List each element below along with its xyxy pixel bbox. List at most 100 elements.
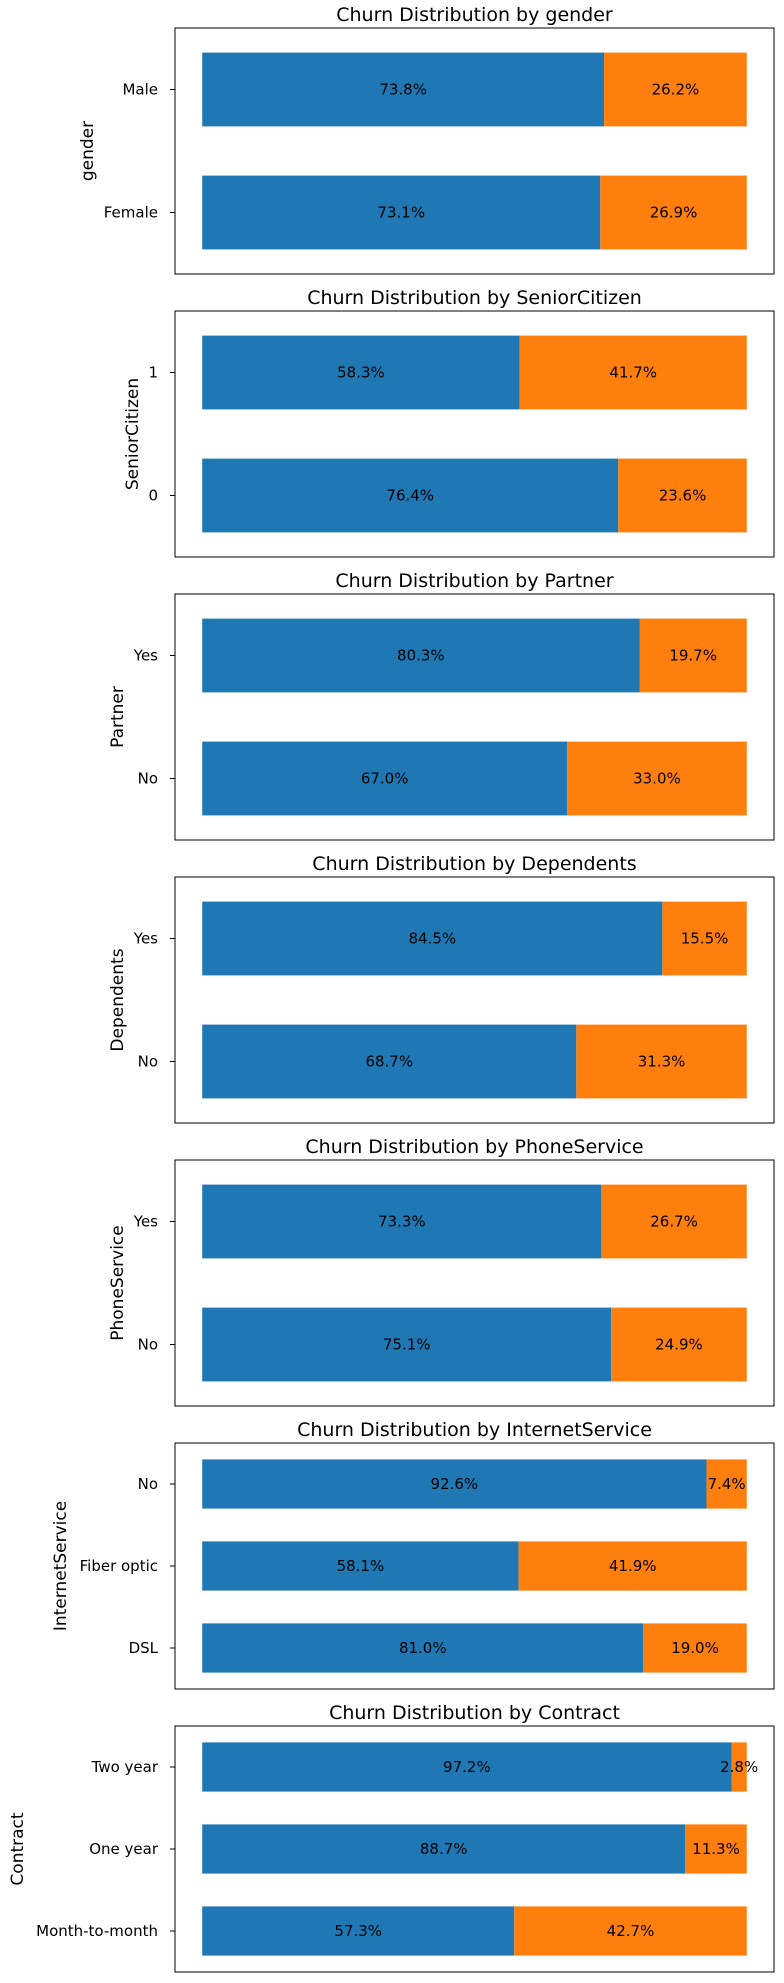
bar-dependents-retained-0 (202, 1024, 577, 1099)
bar-contract-retained-2 (202, 1742, 732, 1792)
bar-gender-churned-0 (600, 175, 747, 250)
chart-title-contract: Churn Distribution by Contract (329, 1702, 620, 1724)
chart-contract: 57.3% 42.7% Month-to-month 88.7% 11.3% One ye… (8, 1702, 775, 1973)
data-label-gender-retained-0: 73.1% (377, 204, 425, 222)
bar-internet-service-churned-0 (643, 1623, 747, 1673)
y-tick-label-gender-0: Female (104, 204, 158, 222)
chart-senior-citizen: 76.4% 23.6% 0 58.3% 41.7% 1 Churn Distribution… (123, 287, 775, 558)
axes-frame-contract (174, 1725, 775, 1973)
bar-senior-citizen-churned-1 (519, 335, 747, 410)
data-label-contract-churned-1: 11.3% (692, 1840, 740, 1858)
y-axis-label-senior-citizen: SeniorCitizen (123, 378, 143, 490)
y-tick-label-partner-1: Yes (133, 647, 158, 665)
axes-frame-senior-citizen (174, 310, 775, 558)
chart-title-dependents: Churn Distribution by Dependents (312, 853, 636, 875)
data-label-dependents-retained-1: 84.5% (408, 930, 456, 948)
data-label-contract-churned-2: 2.8% (720, 1758, 758, 1776)
bar-senior-citizen-retained-0 (202, 458, 619, 533)
axes-frame-dependents (174, 876, 775, 1124)
bar-contract-churned-2 (731, 1742, 747, 1792)
bar-dependents-churned-0 (576, 1024, 747, 1099)
y-tick-label-senior-citizen-1: 1 (148, 364, 158, 382)
bar-partner-churned-0 (567, 741, 747, 816)
data-label-dependents-churned-1: 15.5% (681, 930, 729, 948)
y-axis-label-gender: gender (78, 121, 98, 181)
data-label-gender-churned-0: 26.9% (650, 204, 698, 222)
bar-internet-service-churned-1 (518, 1541, 747, 1591)
data-label-senior-citizen-retained-1: 58.3% (337, 364, 385, 382)
data-label-phone-service-churned-1: 26.7% (650, 1213, 698, 1231)
y-axis-label-internet-service: InternetService (51, 1501, 71, 1631)
y-tick-label-dependents-0: No (138, 1053, 158, 1071)
data-label-partner-churned-0: 33.0% (633, 770, 681, 788)
data-label-phone-service-churned-0: 24.9% (655, 1336, 703, 1354)
chart-partner: 67.0% 33.0% No 80.3% 19.7% Yes Churn Distribut… (108, 570, 775, 841)
data-label-contract-retained-1: 88.7% (420, 1840, 468, 1858)
axes-frame-phone-service (174, 1159, 775, 1407)
data-label-partner-churned-1: 19.7% (669, 647, 717, 665)
chart-title-senior-citizen: Churn Distribution by SeniorCitizen (307, 287, 642, 309)
chart-title-partner: Churn Distribution by Partner (335, 570, 613, 592)
data-label-gender-retained-1: 73.8% (379, 81, 427, 99)
y-tick-label-gender-1: Male (122, 81, 158, 99)
data-label-internet-service-churned-0: 19.0% (671, 1639, 719, 1657)
bar-senior-citizen-churned-0 (618, 458, 747, 533)
chart-dependents: 68.7% 31.3% No 84.5% 15.5% Yes Churn Distribut… (108, 853, 775, 1124)
data-label-contract-churned-0: 42.7% (607, 1922, 655, 1940)
bar-contract-retained-0 (202, 1906, 515, 1956)
axes-frame-gender (174, 27, 775, 275)
bar-senior-citizen-retained-1 (202, 335, 520, 410)
y-tick-label-internet-service-0: DSL (129, 1639, 159, 1657)
chart-title-internet-service: Churn Distribution by InternetService (297, 1419, 652, 1441)
bar-phone-service-retained-1 (202, 1184, 602, 1259)
data-label-gender-churned-1: 26.2% (652, 81, 700, 99)
data-label-internet-service-churned-1: 41.9% (609, 1557, 657, 1575)
y-tick-label-senior-citizen-0: 0 (148, 487, 158, 505)
y-tick-label-phone-service-0: No (138, 1336, 158, 1354)
y-tick-label-internet-service-2: No (138, 1475, 158, 1493)
chart-phone-service: 75.1% 24.9% No 73.3% 26.7% Yes Churn Distribut… (108, 1136, 775, 1407)
bar-partner-retained-1 (202, 618, 640, 693)
y-tick-label-partner-0: No (138, 770, 158, 788)
y-axis-label-partner: Partner (108, 686, 128, 748)
y-tick-label-contract-1: One year (89, 1840, 159, 1858)
axes-frame-partner (174, 593, 775, 841)
chart-title-gender: Churn Distribution by gender (336, 4, 613, 26)
y-axis-label-phone-service: PhoneService (108, 1225, 128, 1341)
y-axis-label-dependents: Dependents (108, 948, 128, 1051)
bar-partner-retained-0 (202, 741, 568, 816)
data-label-dependents-churned-0: 31.3% (638, 1053, 686, 1071)
bar-contract-retained-1 (202, 1824, 686, 1874)
y-tick-label-dependents-1: Yes (133, 930, 158, 948)
bar-internet-service-retained-1 (202, 1541, 519, 1591)
data-label-phone-service-retained-1: 73.3% (378, 1213, 426, 1231)
chart-title-phone-service: Churn Distribution by PhoneService (305, 1136, 643, 1158)
y-tick-label-contract-2: Two year (91, 1758, 159, 1776)
bar-internet-service-churned-2 (706, 1459, 747, 1509)
data-label-senior-citizen-churned-1: 41.7% (609, 364, 657, 382)
data-label-internet-service-retained-0: 81.0% (399, 1639, 447, 1657)
y-tick-label-phone-service-1: Yes (133, 1213, 158, 1231)
data-label-dependents-retained-0: 68.7% (365, 1053, 413, 1071)
bar-dependents-retained-1 (202, 901, 663, 976)
data-label-phone-service-retained-0: 75.1% (383, 1336, 431, 1354)
y-tick-label-contract-0: Month-to-month (36, 1922, 158, 1940)
bar-gender-retained-1 (202, 52, 605, 127)
chart-internet-service: 81.0% 19.0% DSL 58.1% 41.9% Fiber optic 92.6% 7… (51, 1419, 775, 1690)
data-label-senior-citizen-retained-0: 76.4% (386, 487, 434, 505)
data-label-contract-retained-0: 57.3% (334, 1922, 382, 1940)
y-axis-label-contract: Contract (8, 1812, 28, 1885)
bar-internet-service-retained-2 (202, 1459, 707, 1509)
bar-phone-service-churned-0 (611, 1307, 747, 1382)
axes-frame-internet-service (174, 1442, 775, 1690)
data-label-contract-retained-2: 97.2% (443, 1758, 491, 1776)
data-label-partner-retained-0: 67.0% (361, 770, 409, 788)
bar-dependents-churned-1 (662, 901, 747, 976)
bar-internet-service-retained-0 (202, 1623, 644, 1673)
data-label-partner-retained-1: 80.3% (397, 647, 445, 665)
data-label-internet-service-churned-2: 7.4% (708, 1475, 746, 1493)
data-label-internet-service-retained-2: 92.6% (431, 1475, 479, 1493)
y-tick-label-internet-service-1: Fiber optic (80, 1557, 158, 1575)
chart-gender: 73.1% 26.9% Female 73.8% 26.2% Male Churn Dist… (78, 4, 775, 275)
